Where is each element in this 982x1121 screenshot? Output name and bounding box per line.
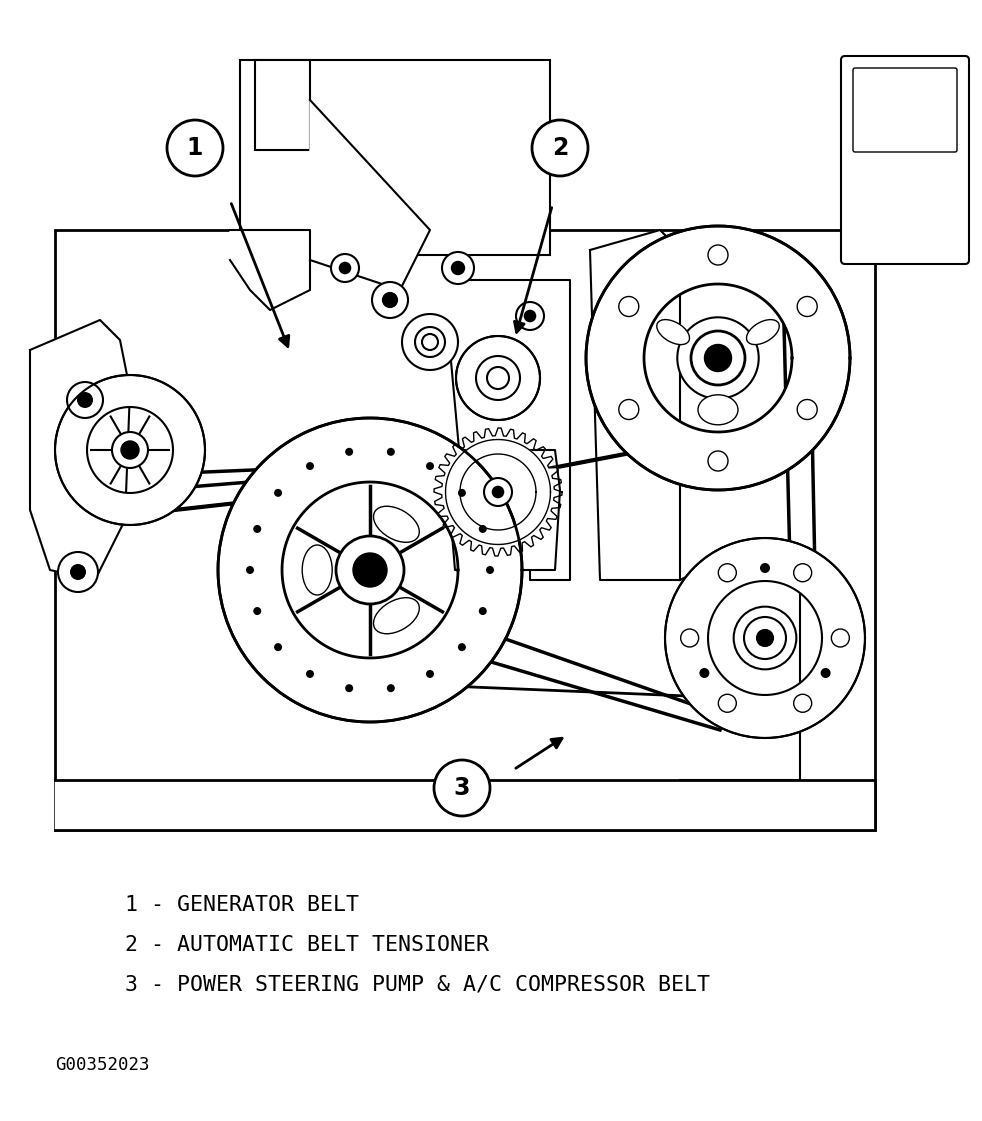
Circle shape <box>619 399 639 419</box>
Circle shape <box>451 261 465 275</box>
Circle shape <box>67 382 103 418</box>
Text: 3: 3 <box>454 776 470 800</box>
Circle shape <box>372 282 408 318</box>
Circle shape <box>253 608 261 615</box>
Polygon shape <box>586 226 850 490</box>
Circle shape <box>744 617 786 659</box>
Circle shape <box>821 668 831 678</box>
Circle shape <box>699 668 709 678</box>
Ellipse shape <box>373 597 419 633</box>
Ellipse shape <box>302 545 332 595</box>
Circle shape <box>382 291 398 308</box>
FancyBboxPatch shape <box>841 56 969 265</box>
Polygon shape <box>665 538 865 738</box>
FancyBboxPatch shape <box>853 68 957 152</box>
Ellipse shape <box>657 319 689 344</box>
Circle shape <box>426 670 434 678</box>
Circle shape <box>458 489 465 497</box>
Circle shape <box>523 309 536 323</box>
Circle shape <box>619 296 639 316</box>
Circle shape <box>306 462 314 470</box>
Text: 1 - GENERATOR BELT: 1 - GENERATOR BELT <box>125 895 359 915</box>
Circle shape <box>426 462 434 470</box>
FancyBboxPatch shape <box>55 230 875 830</box>
FancyBboxPatch shape <box>255 61 310 150</box>
Circle shape <box>797 296 817 316</box>
Text: 2: 2 <box>552 136 569 160</box>
Circle shape <box>274 643 282 651</box>
Circle shape <box>253 525 261 532</box>
Circle shape <box>331 254 359 282</box>
Circle shape <box>387 684 395 692</box>
Circle shape <box>167 120 223 176</box>
Ellipse shape <box>373 507 419 543</box>
Polygon shape <box>590 230 680 580</box>
Circle shape <box>793 694 812 712</box>
Circle shape <box>345 684 354 692</box>
Circle shape <box>484 478 512 506</box>
Circle shape <box>422 334 438 350</box>
Circle shape <box>70 564 86 580</box>
Polygon shape <box>310 100 430 290</box>
Circle shape <box>77 392 93 408</box>
Polygon shape <box>218 418 522 722</box>
Circle shape <box>339 261 352 275</box>
Polygon shape <box>446 439 551 545</box>
Polygon shape <box>230 230 310 311</box>
Circle shape <box>516 302 544 330</box>
Circle shape <box>704 344 732 371</box>
Circle shape <box>718 564 736 582</box>
Circle shape <box>434 760 490 816</box>
Circle shape <box>760 563 770 573</box>
Ellipse shape <box>698 395 738 425</box>
Circle shape <box>387 447 395 456</box>
Circle shape <box>793 564 812 582</box>
Circle shape <box>832 629 849 647</box>
Text: 2 - AUTOMATIC BELT TENSIONER: 2 - AUTOMATIC BELT TENSIONER <box>125 935 489 955</box>
Circle shape <box>734 606 796 669</box>
FancyBboxPatch shape <box>240 61 550 254</box>
Circle shape <box>479 608 487 615</box>
Polygon shape <box>450 450 560 569</box>
Circle shape <box>121 441 139 458</box>
Polygon shape <box>434 428 562 556</box>
Polygon shape <box>456 336 540 420</box>
Circle shape <box>458 643 465 651</box>
Circle shape <box>246 566 254 574</box>
Circle shape <box>479 525 487 532</box>
Circle shape <box>681 629 698 647</box>
Circle shape <box>678 317 759 399</box>
Circle shape <box>274 489 282 497</box>
Circle shape <box>691 331 745 385</box>
Text: 1: 1 <box>187 136 203 160</box>
Polygon shape <box>55 376 205 525</box>
Text: 3 - POWER STEERING PUMP & A/C COMPRESSOR BELT: 3 - POWER STEERING PUMP & A/C COMPRESSOR… <box>125 975 710 995</box>
Circle shape <box>708 451 728 471</box>
Polygon shape <box>680 540 800 780</box>
Circle shape <box>442 252 474 284</box>
Circle shape <box>756 630 774 647</box>
Circle shape <box>58 552 98 592</box>
Circle shape <box>797 399 817 419</box>
Circle shape <box>112 432 148 467</box>
Circle shape <box>492 487 504 498</box>
Circle shape <box>486 566 494 574</box>
Ellipse shape <box>746 319 780 344</box>
Circle shape <box>306 670 314 678</box>
Circle shape <box>718 694 736 712</box>
Polygon shape <box>402 314 458 370</box>
Circle shape <box>532 120 588 176</box>
Polygon shape <box>55 780 875 830</box>
Circle shape <box>336 536 404 604</box>
Circle shape <box>708 245 728 265</box>
Circle shape <box>345 447 354 456</box>
Circle shape <box>487 367 509 389</box>
Polygon shape <box>30 319 130 580</box>
Text: G00352023: G00352023 <box>55 1056 149 1074</box>
Polygon shape <box>450 280 570 580</box>
Circle shape <box>353 553 387 587</box>
